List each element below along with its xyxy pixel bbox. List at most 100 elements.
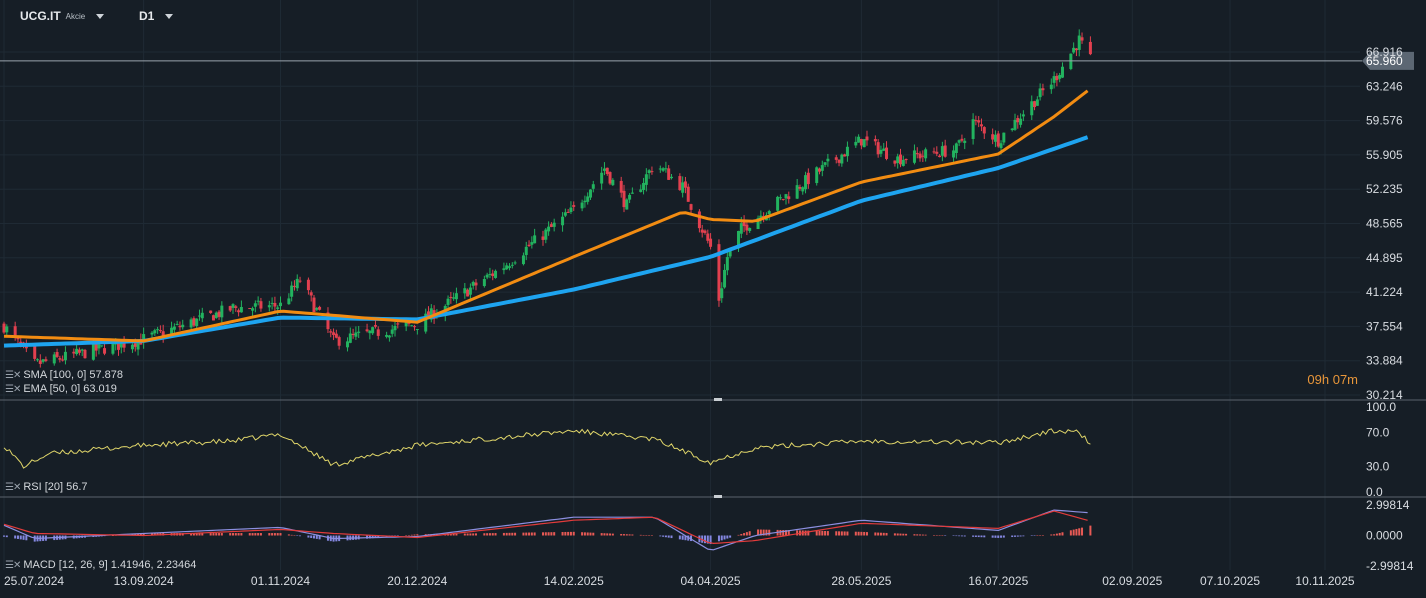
date-tick-label: 28.05.2025	[831, 574, 891, 588]
macd-histogram-bar	[156, 533, 159, 536]
candle-body	[410, 325, 414, 327]
candle-body	[993, 134, 997, 142]
candle-body	[178, 325, 182, 328]
macd-histogram-bar	[469, 533, 472, 536]
macd-histogram-bar	[807, 530, 810, 536]
macd-histogram-bar	[561, 532, 564, 536]
candle-body	[767, 211, 771, 215]
macd-legend[interactable]: ☰✕ MACD [12, 26, 9] 1.41946, 2.23464	[5, 559, 196, 571]
price-tick-label: 55.905	[1366, 148, 1403, 162]
ema-legend[interactable]: ☰✕ EMA [50, 0] 63.019	[5, 383, 117, 395]
candle-body	[63, 351, 67, 361]
macd-histogram-bar	[195, 533, 198, 536]
macd-histogram-bar	[257, 533, 260, 536]
macd-histogram-bar	[452, 533, 455, 536]
macd-histogram-bar	[625, 534, 628, 536]
rsi-legend[interactable]: ☰✕ RSI [20] 56.7	[5, 481, 88, 493]
candle-body	[175, 323, 179, 325]
candle-body	[611, 179, 615, 186]
candle-body	[583, 200, 587, 203]
candle-body	[390, 329, 394, 334]
candle-body	[681, 182, 685, 193]
macd-histogram-bar	[137, 533, 140, 536]
macd-histogram-bar	[254, 533, 257, 536]
candle-body	[904, 158, 908, 161]
sma-legend[interactable]: ☰✕ SMA [100, 0] 57.878	[5, 369, 123, 381]
price-tick-label: 37.554	[1366, 319, 1403, 333]
candle-body	[220, 305, 224, 318]
candle-body	[427, 311, 431, 318]
candle-body	[256, 300, 260, 302]
candle-body	[337, 337, 341, 346]
candle-body	[52, 354, 56, 364]
macd-histogram-bar	[522, 532, 525, 536]
symbol-selector[interactable]: UCG.IT Akcie	[20, 9, 105, 23]
macd-histogram-bar	[201, 533, 204, 536]
macd-histogram-bar	[1078, 528, 1081, 536]
menu-icon[interactable]: ☰✕	[5, 559, 21, 571]
macd-histogram-bar	[902, 533, 905, 536]
candle-body	[619, 180, 623, 193]
candle-body	[387, 335, 391, 338]
timeframe-selector[interactable]: D1	[139, 9, 174, 23]
macd-histogram-bar	[1075, 528, 1078, 536]
macd-histogram-bar	[271, 533, 274, 536]
candle-body	[552, 222, 556, 227]
macd-histogram-bar	[1000, 535, 1003, 538]
date-tick-label: 16.07.2025	[968, 574, 1028, 588]
candle-body	[787, 196, 791, 200]
macd-histogram-bar	[142, 533, 145, 536]
candle-body	[622, 190, 626, 208]
candle-body	[628, 194, 632, 200]
macd-legend-text: MACD [12, 26, 9] 1.41946, 2.23464	[23, 559, 197, 571]
menu-icon[interactable]: ☰✕	[5, 369, 21, 381]
macd-histogram-bar	[315, 535, 318, 539]
macd-histogram-bar	[726, 535, 729, 539]
candle-body	[273, 302, 277, 307]
candle-body	[547, 226, 551, 232]
menu-icon[interactable]: ☰✕	[5, 481, 21, 493]
candle-body	[963, 140, 967, 143]
candle-body	[533, 235, 537, 244]
candle-body	[357, 331, 361, 333]
candle-body	[452, 297, 456, 299]
candle-body	[318, 306, 322, 310]
macd-histogram-bar	[955, 535, 958, 537]
candle-body	[373, 325, 377, 327]
macd-histogram-bar	[1013, 535, 1016, 537]
candle-body	[600, 172, 604, 184]
candle-body	[371, 327, 375, 334]
macd-histogram-bar	[508, 532, 511, 536]
candle-body	[94, 343, 98, 351]
macd-histogram-bar	[938, 535, 941, 536]
candle-body	[231, 304, 235, 308]
macd-histogram-bar	[684, 535, 687, 541]
menu-icon[interactable]: ☰✕	[5, 383, 21, 395]
macd-tick-label: -2.99814	[1366, 559, 1414, 573]
macd-histogram-bar	[952, 535, 955, 536]
macd-histogram-bar	[924, 534, 927, 536]
candle-body	[214, 312, 218, 318]
price-tick-label: 52.235	[1366, 182, 1403, 196]
candle-body	[287, 298, 291, 305]
macd-histogram-bar	[991, 535, 994, 538]
candle-body	[75, 348, 79, 355]
macd-histogram-bar	[151, 533, 154, 536]
grid	[0, 0, 1360, 570]
candle-body	[507, 266, 511, 268]
candle-body	[932, 151, 936, 153]
macd-histogram-bar	[1019, 535, 1022, 537]
candle-body	[407, 322, 411, 324]
candle-body	[259, 301, 263, 309]
macd-histogram-bar	[670, 535, 673, 539]
candle-body	[80, 349, 84, 351]
macd-histogram-bar	[22, 535, 25, 540]
candle-body	[974, 120, 978, 122]
candle-body	[717, 244, 721, 301]
candle-body	[823, 162, 827, 165]
price-tick-label: 41.224	[1366, 285, 1403, 299]
candle-body	[463, 288, 467, 294]
candle-body	[1055, 75, 1059, 81]
macd-histogram-bar	[198, 533, 201, 536]
